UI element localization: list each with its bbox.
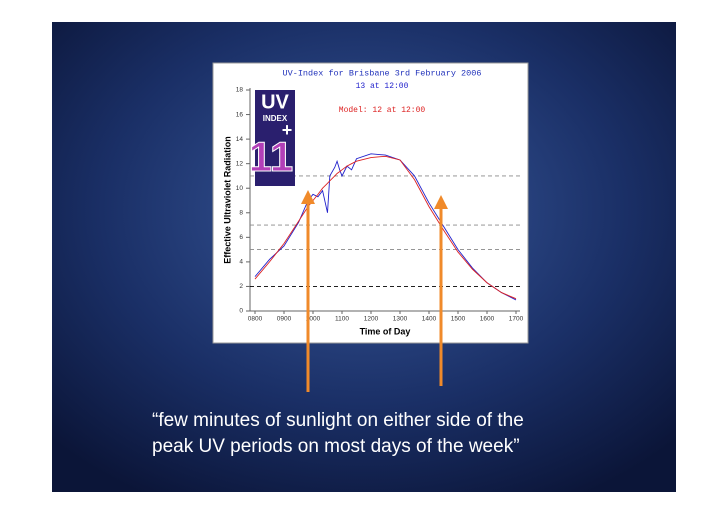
x-tick-label: 1600 [480,316,495,323]
y-axis-label: Effective Ultraviolet Radiation [222,136,232,264]
caption-line: “few minutes of sunlight on either side … [152,410,524,431]
x-tick-label: 1200 [364,316,379,323]
chart: UV-Index for Brisbane 3rd February 2006 1… [222,68,523,336]
x-tick-label: 1300 [393,316,408,323]
x-tick-label: 0900 [277,316,292,323]
y-tick-label: 0 [239,308,243,315]
logo-text: + [282,120,293,140]
y-tick-label: 10 [236,185,244,192]
y-tick-label: 2 [239,283,243,290]
x-axis-label: Time of Day [360,326,411,336]
x-tick-label: 0800 [248,316,263,323]
chart-title: UV-Index for Brisbane 3rd February 2006 [283,68,482,78]
annotation: 13 at 12:00 [356,82,409,91]
x-tick-label: 1000 [306,316,321,323]
y-tick-label: 4 [239,259,243,266]
logo-text: INDEX [263,114,288,123]
x-tick-label: 1100 [335,316,349,323]
caption-line: peak UV periods on most days of the week… [152,436,520,457]
x-tick-label: 1700 [509,316,524,323]
y-tick-label: 18 [236,87,244,94]
y-tick-label: 16 [236,111,244,118]
arrows [301,190,448,392]
logo-text: UV [261,91,289,113]
logo-box [255,90,295,186]
y-tick-label: 12 [236,160,244,167]
logo-text: 11 [249,133,293,180]
annotation: Model: 12 at 12:00 [339,106,426,115]
x-tick-label: 1500 [451,316,466,323]
y-tick-label: 6 [239,234,243,241]
y-tick-label: 8 [239,209,243,216]
y-tick-label: 14 [236,136,244,143]
x-tick-label: 1400 [422,316,437,323]
